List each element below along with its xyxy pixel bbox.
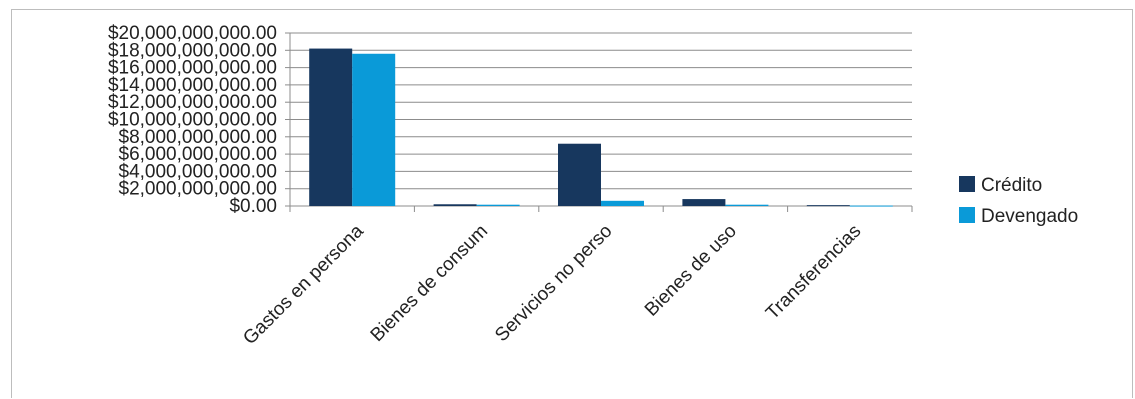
bar-devengado-3 — [725, 204, 769, 206]
x-category-label: Bienes de consum — [367, 221, 492, 346]
legend-swatch — [959, 176, 975, 192]
y-tick-label: $4,000,000,000.00 — [119, 161, 278, 182]
y-tick-label: $6,000,000,000.00 — [119, 144, 278, 165]
bar-devengado-0 — [352, 53, 396, 207]
y-tick-label: $10,000,000,000.00 — [108, 110, 277, 131]
bar-devengado-4 — [849, 205, 893, 207]
bar-devengado-1 — [476, 204, 520, 206]
x-category-label: Gastos en persona — [239, 220, 368, 349]
bar-cr-dito-4 — [806, 205, 850, 207]
y-tick-label: $18,000,000,000.00 — [108, 40, 277, 61]
y-tick-label: $16,000,000,000.00 — [108, 58, 277, 79]
bar-cr-dito-3 — [682, 199, 726, 206]
legend-label: Devengado — [981, 206, 1078, 227]
chart-frame — [11, 9, 1133, 398]
y-tick-label: $12,000,000,000.00 — [108, 92, 277, 113]
y-tick-label: $8,000,000,000.00 — [119, 127, 278, 148]
y-tick-label: $14,000,000,000.00 — [108, 75, 277, 96]
legend-swatch — [959, 207, 975, 223]
y-tick-label: $0.00 — [229, 196, 277, 217]
bar-devengado-2 — [601, 200, 644, 206]
bar-cr-dito-2 — [558, 143, 601, 206]
bar-cr-dito-0 — [309, 48, 353, 206]
bar-cr-dito-1 — [433, 204, 477, 206]
x-category-label: Servicios no perso — [491, 221, 616, 346]
x-category-label: Bienes de uso — [641, 221, 741, 321]
y-tick-label: $20,000,000,000.00 — [108, 23, 277, 44]
y-tick-label: $2,000,000,000.00 — [119, 179, 278, 200]
legend-label: Crédito — [981, 175, 1042, 196]
x-category-label: Transferencias — [762, 221, 865, 324]
